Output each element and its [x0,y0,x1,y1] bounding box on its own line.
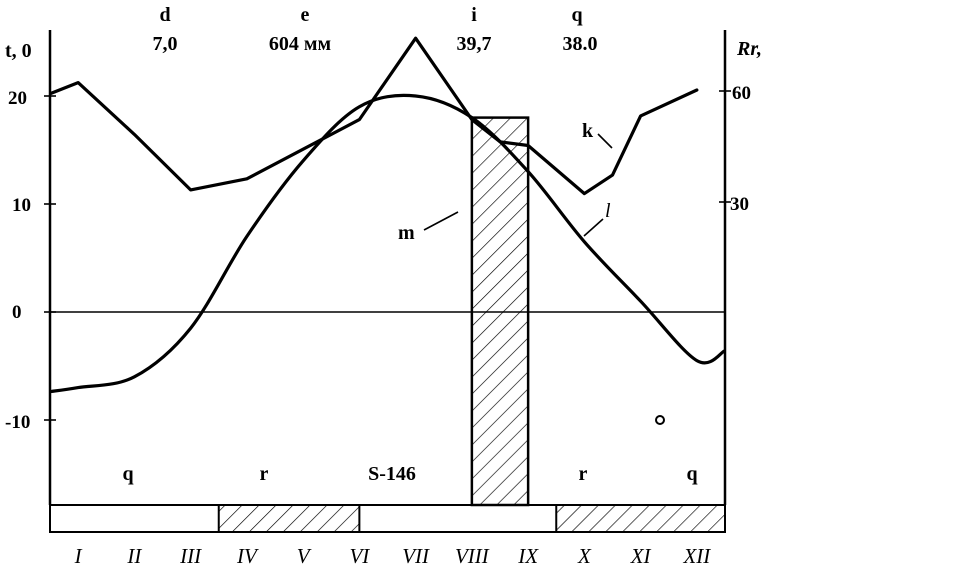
month-label: IV [236,544,259,568]
header-value-q: 38.0 [563,33,598,55]
humid-period-hatch [470,116,530,507]
season-bar-segment [555,504,726,533]
leader-m [423,211,459,231]
bottom-label-r-left: r [260,463,269,485]
bottom-label-q-left: q [122,463,133,485]
bottom-label-station: S-146 [368,463,416,485]
header-letter-e: e [301,4,310,26]
month-label: VI [349,544,370,568]
small-circle-mark [655,415,665,425]
right-tick-30: 30 [730,194,749,215]
curve-label-m: m [398,222,415,244]
header-value-precip: 604 мм [269,33,331,55]
season-bar-segment [217,504,361,533]
month-label: XII [682,544,711,568]
month-label: VIII [455,544,490,568]
left-tick-20: 20 [8,88,27,109]
temperature-curve [50,93,725,394]
bottom-label-q-right: q [686,463,697,485]
leader-k [597,133,613,149]
month-label: I [74,544,83,568]
bottom-label-r-right: r [579,463,588,485]
left-tick-marks [44,95,56,421]
month-labels: I II III IV V VI VII VIII IX X XI XII [74,544,712,568]
header-letter-q: q [571,4,582,26]
season-bar [49,504,726,533]
left-tick-0: 0 [12,302,22,323]
left-tick-minus10: -10 [5,412,30,433]
header-letter-d: d [159,4,170,26]
month-label: II [126,544,142,568]
left-tick-10: 10 [12,195,31,216]
month-label: XI [630,544,652,568]
month-label: IX [517,544,539,568]
left-axis-title: t, 0 [5,40,32,62]
header-value-i: 39,7 [457,33,492,55]
month-label: VII [402,544,430,568]
right-tick-60: 60 [732,83,751,104]
leader-l [583,218,604,237]
curve-label-l: l [605,200,611,222]
right-axis-title: Rr, [736,38,762,60]
header-value-mean-temp: 7,0 [153,33,178,55]
month-label: V [297,544,312,568]
precipitation-curve [50,36,699,196]
header: d e i q 7,0 604 мм 39,7 38.0 [153,4,598,55]
month-label: X [577,544,592,568]
curve-label-k: k [582,120,594,142]
month-label: III [179,544,202,568]
right-tick-marks [719,90,731,203]
header-letter-i: i [471,4,477,26]
